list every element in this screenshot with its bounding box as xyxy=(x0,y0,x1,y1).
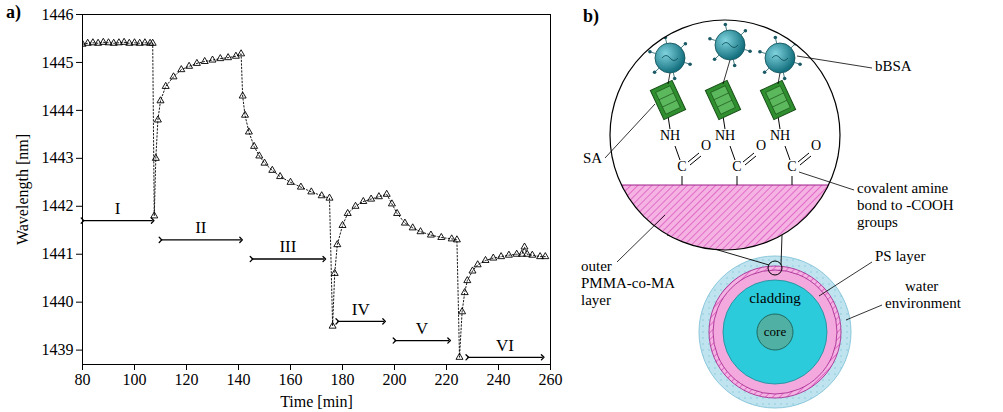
svg-text:covalent amine: covalent amine xyxy=(857,180,949,196)
svg-text:VI: VI xyxy=(496,336,514,355)
svg-text:220: 220 xyxy=(435,371,459,388)
svg-text:1446: 1446 xyxy=(42,6,74,23)
svg-text:outer: outer xyxy=(581,258,612,274)
svg-text:80: 80 xyxy=(75,371,91,388)
svg-text:SA: SA xyxy=(583,150,602,166)
svg-text:bond to -COOH: bond to -COOH xyxy=(857,197,954,213)
svg-text:140: 140 xyxy=(227,371,251,388)
svg-text:layer: layer xyxy=(581,292,611,308)
svg-text:1444: 1444 xyxy=(42,102,74,119)
svg-text:water: water xyxy=(905,278,938,294)
svg-text:O: O xyxy=(701,138,711,153)
svg-text:III: III xyxy=(279,237,296,256)
svg-text:100: 100 xyxy=(123,371,147,388)
svg-text:II: II xyxy=(195,218,207,237)
svg-text:PS layer: PS layer xyxy=(875,248,925,264)
svg-text:Time [min]: Time [min] xyxy=(280,393,353,410)
svg-text:cladding: cladding xyxy=(749,290,801,306)
svg-text:C: C xyxy=(787,159,796,174)
svg-text:O: O xyxy=(756,138,766,153)
svg-text:b): b) xyxy=(583,6,599,27)
svg-text:Wavelength [nm]: Wavelength [nm] xyxy=(14,134,32,245)
svg-text:1439: 1439 xyxy=(42,341,74,358)
svg-text:V: V xyxy=(416,319,429,338)
svg-text:core: core xyxy=(764,324,787,339)
html-text:a): a) xyxy=(6,2,21,22)
svg-text:200: 200 xyxy=(383,371,407,388)
svg-text:1445: 1445 xyxy=(42,54,74,71)
svg-text:120: 120 xyxy=(175,371,199,388)
svg-text:NH: NH xyxy=(715,128,735,143)
svg-text:1441: 1441 xyxy=(42,245,74,262)
svg-text:1442: 1442 xyxy=(42,197,74,214)
svg-text:environment: environment xyxy=(885,295,962,311)
svg-text:C: C xyxy=(732,159,741,174)
svg-text:260: 260 xyxy=(539,371,563,388)
svg-text:1440: 1440 xyxy=(42,293,74,310)
svg-text:bBSA: bBSA xyxy=(875,58,912,74)
svg-text:IV: IV xyxy=(352,300,371,319)
svg-text:NH: NH xyxy=(660,128,680,143)
svg-text:PMMA-co-MA: PMMA-co-MA xyxy=(581,275,675,291)
svg-text:I: I xyxy=(115,199,121,218)
svg-text:160: 160 xyxy=(279,371,303,388)
svg-text:C: C xyxy=(677,159,686,174)
svg-text:180: 180 xyxy=(331,371,355,388)
svg-text:NH: NH xyxy=(770,128,790,143)
svg-text:240: 240 xyxy=(487,371,511,388)
svg-text:O: O xyxy=(811,138,821,153)
svg-text:1443: 1443 xyxy=(42,149,74,166)
svg-text:groups: groups xyxy=(857,214,898,230)
